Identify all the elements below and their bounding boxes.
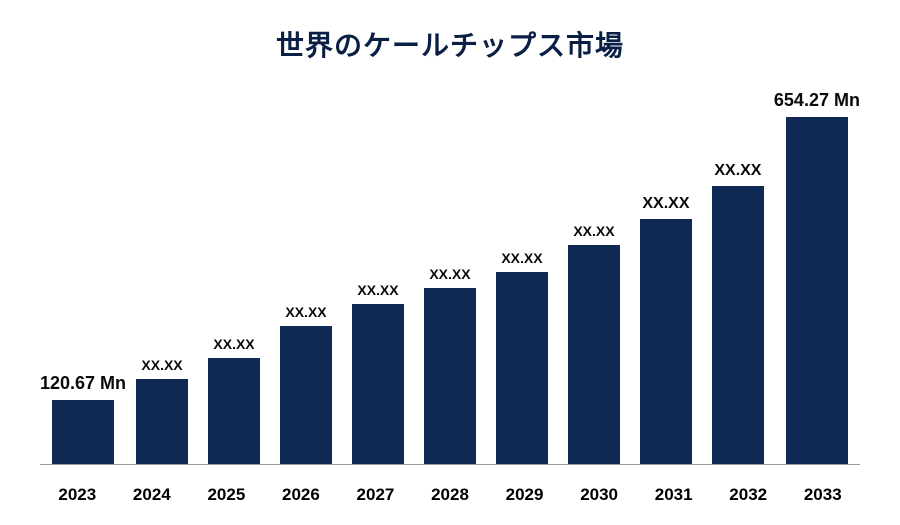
bar [640,219,692,465]
x-axis-label: 2027 [338,485,413,505]
bar [568,245,620,465]
bar [786,117,848,465]
bar [52,400,114,465]
bar [424,288,476,465]
x-axis-label: 2028 [413,485,488,505]
bar [136,379,188,465]
x-axis-line [40,464,860,465]
bar-value-label: XX.XX [429,266,470,282]
bar-slot: XX.XX [414,90,486,465]
bar [712,186,764,465]
x-axis-label: 2024 [115,485,190,505]
bar-value-label: XX.XX [213,336,254,352]
bar-value-label: XX.XX [573,223,614,239]
bar-value-label: XX.XX [642,195,689,213]
bar-slot: XX.XX [198,90,270,465]
bar-value-label: XX.XX [714,162,761,180]
x-axis-label: 2031 [636,485,711,505]
chart-title: 世界のケールチップス市場 [0,0,900,64]
bar [496,272,548,465]
bar-value-label: XX.XX [357,282,398,298]
x-axis-label: 2023 [40,485,115,505]
x-axis-label: 2033 [785,485,860,505]
bar [280,326,332,465]
plot-area: 120.67 Mn XX.XX XX.XX XX.XX XX.XX XX.XX XX.XX X… [40,90,860,465]
bars-row: 120.67 Mn XX.XX XX.XX XX.XX XX.XX XX.XX XX.XX X… [40,90,860,465]
bar-value-label: XX.XX [285,304,326,320]
bar-slot: XX.XX [270,90,342,465]
x-axis-label: 2030 [562,485,637,505]
x-axis-labels: 2023202420252026202720282029203020312032… [40,485,860,505]
x-axis-label: 2025 [189,485,264,505]
bar-value-label: XX.XX [141,357,182,373]
bar-value-label: XX.XX [501,250,542,266]
bar-slot: XX.XX [558,90,630,465]
bar-slot: XX.XX [486,90,558,465]
x-axis-label: 2029 [487,485,562,505]
bar-value-label: 120.67 Mn [40,373,126,394]
bar-slot: 120.67 Mn [40,90,126,465]
bar-slot: XX.XX [342,90,414,465]
bar-slot: XX.XX [126,90,198,465]
x-axis-label: 2026 [264,485,339,505]
bar [352,304,404,465]
bar-slot: XX.XX [630,90,702,465]
bar-value-label: 654.27 Mn [774,90,860,111]
x-axis-label: 2032 [711,485,786,505]
bar-slot: XX.XX [702,90,774,465]
bar-slot: 654.27 Mn [774,90,860,465]
bar [208,358,260,465]
